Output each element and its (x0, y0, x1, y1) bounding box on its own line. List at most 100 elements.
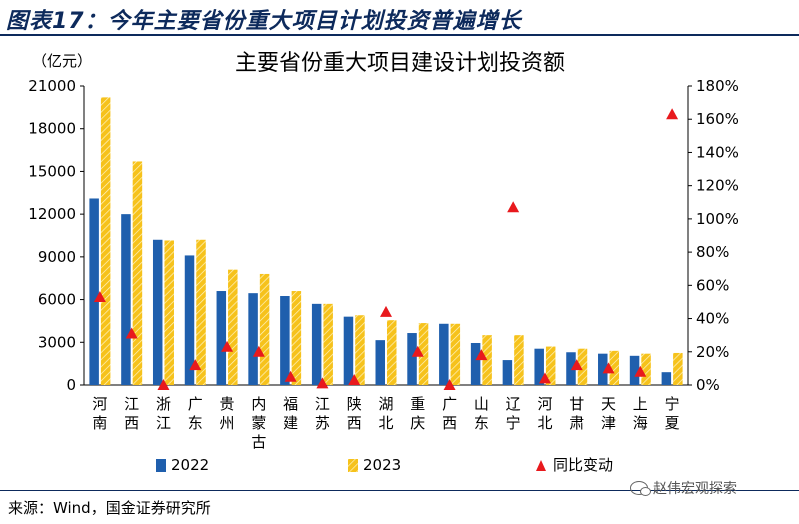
source-note: 来源：Wind，国金证券研究所 (8, 499, 211, 517)
x-category-label: 辽宁 (506, 395, 521, 432)
x-category-label: 贵州 (220, 395, 235, 432)
yoy-change-marker (443, 379, 456, 390)
bar-2022 (598, 353, 608, 385)
yoy-change-marker (93, 290, 106, 302)
bar-2023 (450, 323, 461, 385)
yoy-change-marker (570, 359, 583, 371)
y-right-tick-label: 100% (696, 210, 739, 228)
legend-swatch-2023 (348, 459, 358, 472)
bar-2022 (152, 239, 163, 385)
y-left-tick-label: 21000 (28, 77, 76, 95)
y-right-tick-label: 60% (696, 276, 729, 294)
yoy-change-marker (221, 340, 234, 352)
x-category-label: 河南 (92, 395, 107, 432)
legend-swatch-yoy (536, 460, 546, 471)
y-axis-unit-label: （亿元） (32, 52, 92, 70)
watermark-text: 赵伟宏观探索 (653, 481, 737, 497)
yoy-change-marker (284, 370, 297, 382)
bar-2023 (609, 350, 620, 385)
x-category-label: 重庆 (410, 395, 425, 432)
x-category-label: 宁夏 (665, 395, 680, 432)
legend-label-yoy: 同比变动 (553, 456, 613, 474)
footer-divider (0, 490, 799, 491)
x-category-label: 上海 (633, 395, 648, 432)
yoy-change-marker (189, 359, 202, 371)
y-right-tick-label: 0% (696, 376, 720, 394)
bar-2023 (514, 335, 524, 385)
y-right-tick-label: 40% (696, 310, 729, 328)
y-left-tick-label: 12000 (28, 205, 76, 223)
bar-2023 (418, 323, 429, 385)
x-category-label: 内蒙古 (251, 395, 266, 451)
wechat-icon (630, 481, 651, 496)
x-category-label: 广西 (442, 395, 457, 432)
bar-2022 (566, 352, 576, 385)
bar-2022 (629, 355, 640, 385)
x-category-label: 河北 (537, 395, 552, 432)
header-divider (0, 34, 799, 36)
bar-2022 (343, 316, 354, 385)
chart-title: 主要省份重大项目建设计划投资额 (235, 51, 565, 76)
bar-2023 (196, 239, 206, 385)
y-left-tick-label: 9000 (38, 248, 76, 266)
x-category-label: 山东 (474, 395, 489, 432)
bar-2022 (439, 323, 449, 385)
bar-2023 (673, 352, 683, 385)
yoy-change-marker (507, 201, 520, 213)
bar-2022 (184, 255, 195, 385)
bar-2022 (216, 291, 227, 385)
x-category-label: 福建 (283, 395, 298, 432)
y-right-tick-label: 140% (696, 143, 739, 161)
y-left-tick-label: 15000 (28, 162, 76, 180)
y-right-tick-label: 80% (696, 243, 729, 261)
yoy-change-marker (316, 377, 329, 389)
figure-label: 图表17：今年主要省份重大项目计划投资普遍增长 (6, 9, 522, 34)
yoy-change-marker (252, 345, 265, 357)
bar-2023 (132, 161, 143, 385)
x-category-label: 江西 (124, 395, 139, 432)
bar-2022 (248, 293, 258, 385)
y-left-tick-label: 0 (66, 376, 76, 394)
bar-2023 (259, 273, 270, 385)
yoy-change-marker (348, 374, 361, 386)
bar-2023 (291, 291, 302, 385)
figure-header: 图表17：今年主要省份重大项目计划投资普遍增长 (0, 0, 799, 36)
bar-2022 (502, 360, 513, 385)
x-category-label: 湖北 (378, 395, 393, 432)
yoy-change-marker (634, 365, 647, 377)
bar-2022 (407, 333, 417, 385)
bar-2022 (661, 372, 672, 385)
x-category-label: 广东 (188, 395, 203, 432)
bar-2023 (323, 303, 333, 385)
yoy-change-marker (538, 372, 551, 384)
bar-2023 (387, 320, 397, 385)
y-left-tick-label: 18000 (28, 120, 76, 138)
yoy-change-marker (157, 379, 170, 390)
bar-2022 (534, 348, 544, 385)
bar-2022 (121, 214, 131, 385)
yoy-change-marker (666, 108, 679, 120)
bar-2023 (228, 269, 238, 385)
x-category-label: 甘肃 (569, 395, 584, 432)
x-category-label: 陕西 (347, 395, 362, 432)
y-right-tick-label: 180% (696, 77, 739, 95)
yoy-change-marker (475, 349, 488, 361)
legend-swatch-2022 (156, 459, 166, 472)
y-left-tick-label: 6000 (38, 291, 76, 309)
yoy-change-marker (125, 327, 138, 339)
bar-chart: 主要省份重大项目建设计划投资额 （亿元） 0 3000 6000 9000 12000 1… (28, 51, 739, 474)
legend-label-2022: 2022 (171, 456, 209, 474)
bar-2022 (470, 342, 481, 385)
yoy-change-marker (602, 362, 615, 374)
y-left-tick-label: 3000 (38, 333, 76, 351)
x-category-label: 江苏 (315, 395, 330, 432)
bar-2022 (280, 296, 290, 385)
y-right-tick-label: 160% (696, 110, 739, 128)
bar-2022 (311, 303, 322, 385)
bar-2023 (577, 348, 588, 385)
bar-2022 (375, 340, 385, 385)
legend-label-2023: 2023 (363, 456, 401, 474)
watermark: 赵伟宏观探索 (630, 478, 737, 498)
bar-2022 (89, 198, 99, 385)
bar-2023 (641, 353, 651, 385)
